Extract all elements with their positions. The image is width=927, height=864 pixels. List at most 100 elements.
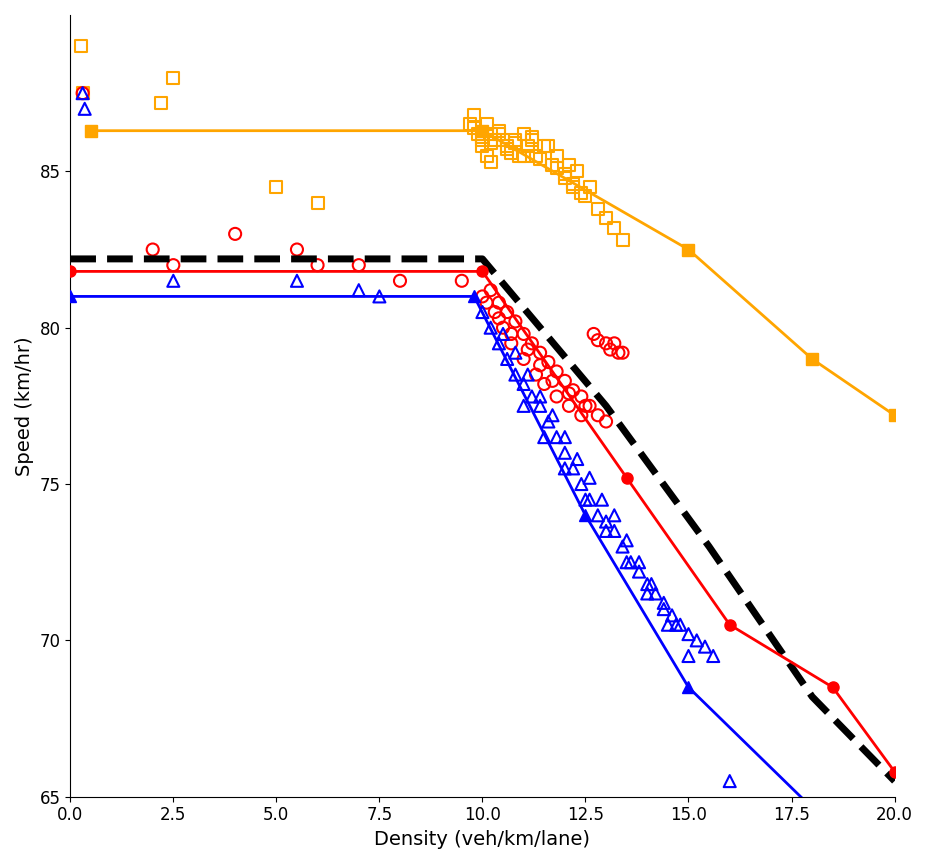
- Point: [590, 409, 604, 422]
- Point: [532, 399, 547, 413]
- Point: [606, 220, 621, 234]
- Point: [594, 492, 609, 506]
- Point: [475, 139, 489, 153]
- Point: [581, 471, 596, 485]
- Point: [606, 524, 621, 538]
- Point: [606, 508, 621, 522]
- Point: [351, 283, 366, 297]
- Point: [269, 180, 284, 194]
- Point: [483, 137, 498, 150]
- Point: [528, 368, 543, 382]
- Point: [705, 649, 720, 663]
- Point: [544, 158, 559, 172]
- Point: [598, 515, 613, 529]
- Point: [499, 352, 514, 365]
- Point: [507, 368, 522, 382]
- Point: [515, 377, 530, 391]
- Point: [512, 149, 527, 162]
- Point: [475, 133, 489, 147]
- Point: [549, 162, 564, 175]
- Point: [475, 130, 489, 144]
- Point: [466, 121, 481, 135]
- Point: [639, 587, 654, 600]
- Point: [515, 127, 530, 141]
- Point: [668, 618, 683, 632]
- Point: [569, 452, 584, 466]
- Point: [549, 390, 564, 403]
- Point: [680, 627, 695, 641]
- Point: [515, 327, 530, 341]
- Point: [495, 321, 510, 334]
- Point: [721, 774, 736, 788]
- Point: [631, 556, 646, 569]
- Point: [557, 446, 572, 460]
- Point: [549, 365, 564, 378]
- Point: [549, 149, 564, 162]
- Point: [491, 127, 506, 141]
- Point: [372, 289, 387, 303]
- Point: [166, 71, 181, 85]
- Point: [631, 565, 646, 579]
- Point: [478, 118, 493, 131]
- Point: [528, 149, 543, 162]
- Point: [520, 343, 535, 357]
- Point: [557, 430, 572, 444]
- Point: [598, 336, 613, 350]
- Point: [507, 346, 522, 359]
- Point: [603, 343, 617, 357]
- Point: [557, 171, 572, 185]
- Point: [503, 146, 518, 160]
- Point: [524, 133, 539, 147]
- Point: [544, 409, 559, 422]
- Point: [557, 374, 572, 388]
- Point: [536, 430, 551, 444]
- Point: [491, 336, 506, 350]
- Point: [491, 311, 506, 325]
- Point: [478, 295, 493, 309]
- Point: [75, 86, 90, 100]
- Point: [524, 336, 539, 350]
- Point: [515, 399, 530, 413]
- Point: [491, 124, 506, 137]
- Point: [532, 346, 547, 359]
- Point: [487, 133, 502, 147]
- Point: [573, 477, 588, 491]
- Point: [680, 649, 695, 663]
- Point: [227, 227, 242, 241]
- Point: [623, 556, 638, 569]
- Point: [310, 196, 324, 210]
- Point: [689, 633, 704, 647]
- Point: [565, 177, 580, 191]
- Point: [499, 143, 514, 156]
- Point: [507, 314, 522, 328]
- Point: [578, 399, 592, 413]
- Point: [503, 336, 518, 350]
- Point: [639, 577, 654, 591]
- Point: [475, 305, 489, 319]
- Point: [483, 283, 498, 297]
- Point: [590, 202, 604, 216]
- Point: [615, 346, 629, 359]
- Point: [532, 359, 547, 372]
- Y-axis label: Speed (km/hr): Speed (km/hr): [15, 336, 34, 476]
- Point: [166, 258, 181, 272]
- Point: [524, 390, 539, 403]
- Point: [454, 274, 469, 288]
- Point: [655, 602, 670, 616]
- Point: [166, 274, 181, 288]
- X-axis label: Density (veh/km/lane): Density (veh/km/lane): [374, 830, 590, 849]
- Point: [515, 149, 530, 162]
- Point: [618, 533, 633, 547]
- Point: [565, 180, 580, 194]
- Point: [77, 102, 92, 116]
- Point: [590, 334, 604, 347]
- Point: [561, 158, 576, 172]
- Point: [495, 327, 510, 341]
- Point: [610, 346, 625, 359]
- Point: [470, 127, 485, 141]
- Point: [549, 430, 564, 444]
- Point: [289, 243, 304, 257]
- Point: [643, 577, 658, 591]
- Point: [463, 118, 477, 131]
- Point: [561, 386, 576, 400]
